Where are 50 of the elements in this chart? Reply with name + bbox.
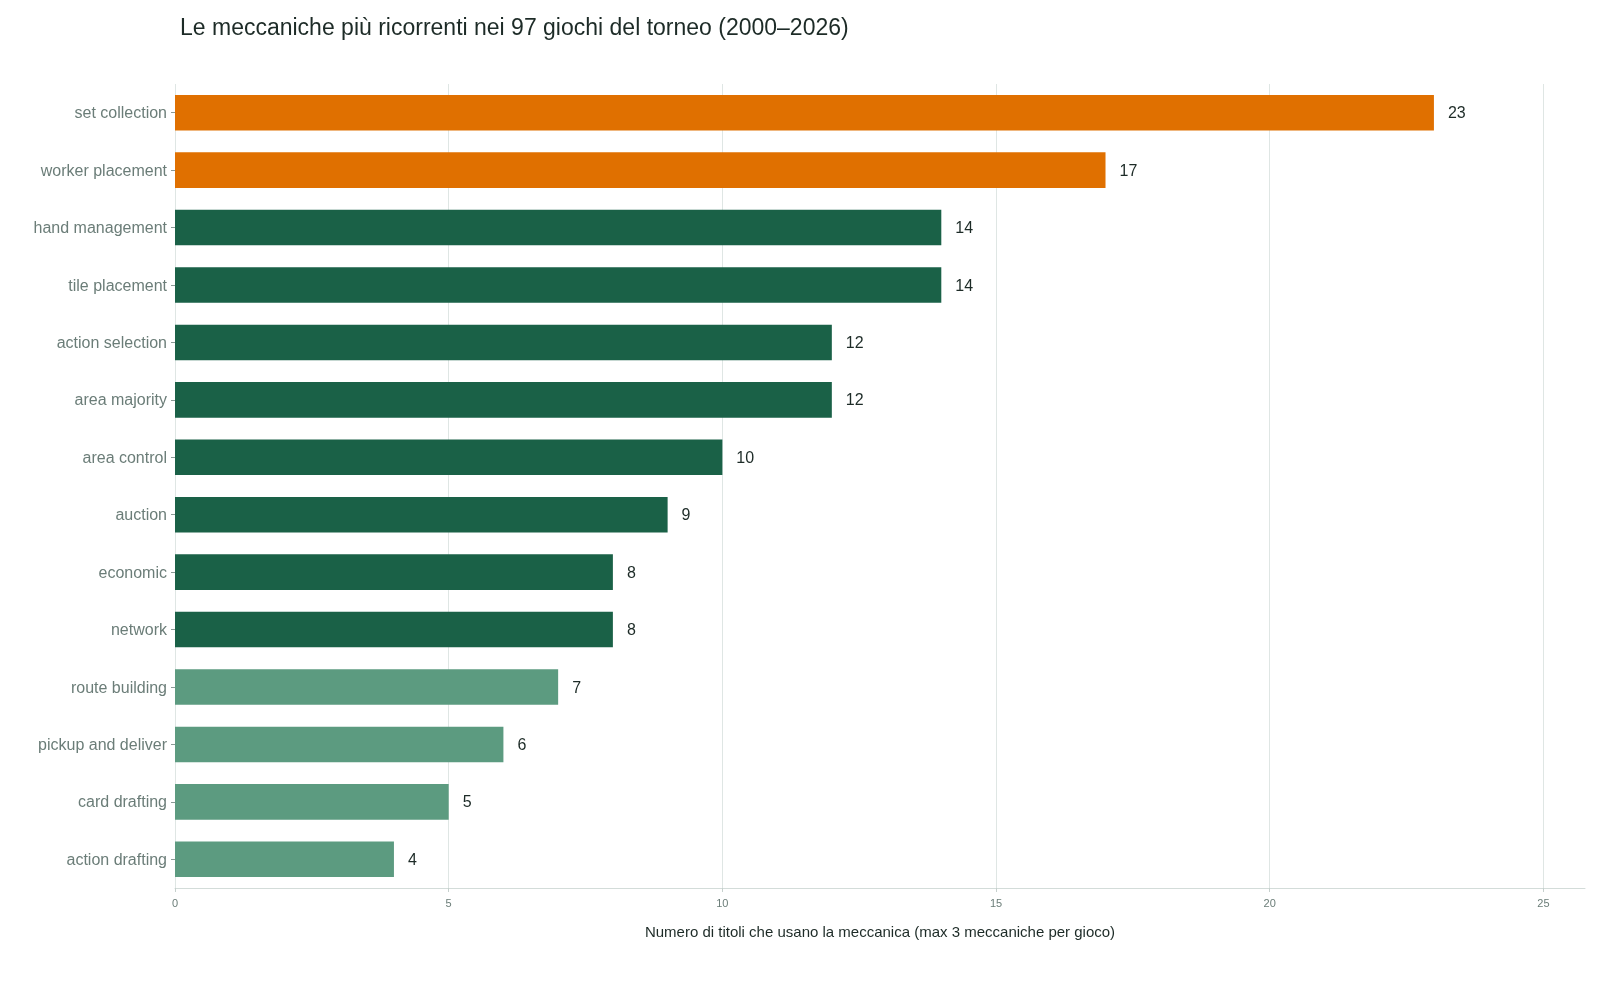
- bar: [175, 669, 559, 705]
- data-label: 12: [845, 333, 864, 351]
- bar: [175, 382, 832, 418]
- bar: [175, 267, 942, 303]
- bar: [175, 152, 1106, 188]
- x-axis-title: Numero di titoli che usano la meccanica (max 3 meccaniche per gioco): [644, 923, 1116, 940]
- data-label: 7: [572, 678, 582, 696]
- bar: [175, 324, 832, 361]
- y-tick-label: worker placement: [39, 161, 168, 179]
- bar: [175, 496, 668, 533]
- y-tick-label: network: [110, 621, 168, 639]
- data-label: 8: [626, 621, 636, 639]
- x-tick-label: 20: [1263, 896, 1276, 909]
- bar: [175, 209, 942, 246]
- x-tick-label: 5: [445, 896, 452, 909]
- y-tick-label: tile placement: [68, 276, 168, 294]
- bar: [175, 784, 449, 820]
- bar: [175, 439, 723, 476]
- bar: [175, 554, 613, 590]
- x-tick-label: 25: [1537, 896, 1550, 909]
- y-tick-label: hand management: [33, 219, 168, 237]
- y-tick-label: economic: [98, 563, 167, 581]
- x-tick-label: 10: [716, 896, 729, 909]
- data-label: 10: [736, 448, 755, 466]
- data-label: 14: [955, 276, 974, 294]
- y-tick-label: card drafting: [78, 793, 167, 811]
- data-label: 4: [407, 850, 417, 868]
- data-label: 6: [517, 735, 527, 753]
- y-tick-label: action drafting: [66, 850, 167, 868]
- y-tick-label: auction: [115, 506, 167, 524]
- y-tick-label: pickup and deliver: [38, 735, 168, 753]
- y-tick-label: area majority: [74, 391, 167, 409]
- data-label: 8: [626, 563, 636, 581]
- y-tick-label: action selection: [56, 333, 167, 351]
- bar: [175, 841, 394, 878]
- chart-title: Le meccaniche più ricorrenti nei 97 giochi del torneo (2000–2026): [180, 13, 849, 40]
- y-tick-label: set collection: [74, 104, 167, 122]
- y-tick-label: area control: [82, 448, 167, 466]
- data-label: 14: [955, 219, 974, 237]
- data-label: 17: [1119, 161, 1138, 179]
- y-tick-label: route building: [70, 678, 167, 696]
- data-label: 23: [1447, 104, 1466, 122]
- data-label: 12: [845, 391, 864, 409]
- bar: [175, 94, 1434, 131]
- bar: [175, 726, 504, 763]
- bar: [175, 611, 613, 648]
- x-tick-label: 0: [171, 896, 179, 909]
- data-label: 5: [462, 793, 472, 811]
- data-label: 9: [681, 506, 691, 524]
- x-tick-label: 15: [989, 896, 1003, 909]
